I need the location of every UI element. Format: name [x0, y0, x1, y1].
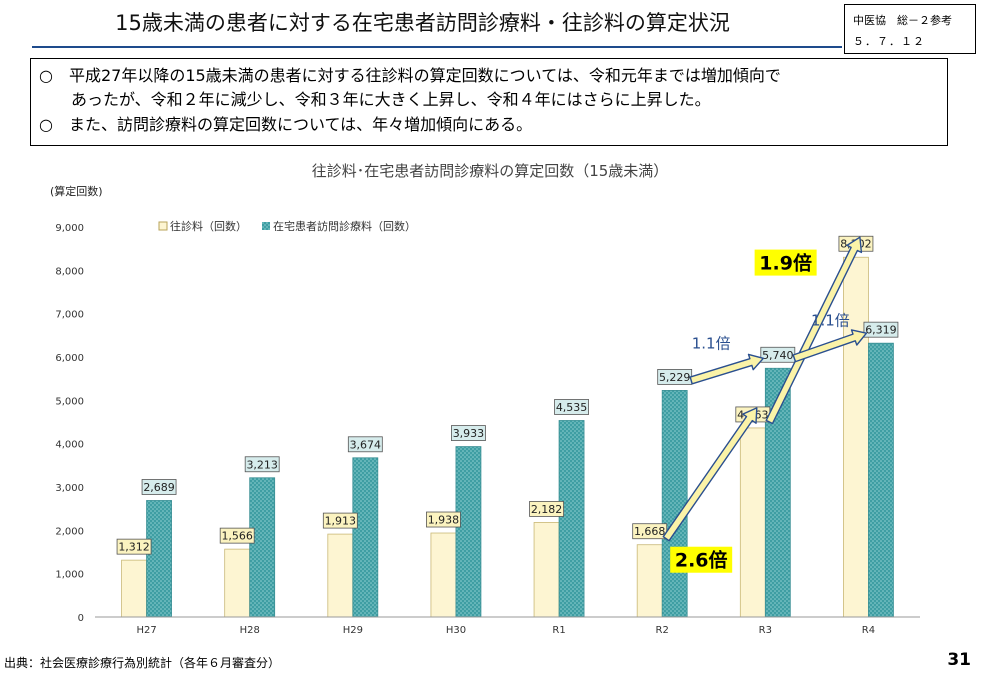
bar-houmon — [868, 342, 894, 618]
ratio-arrow — [662, 407, 758, 542]
legend-label-1: 往診料（回数） — [170, 219, 247, 233]
x-tick-label: H27 — [136, 625, 156, 636]
bar-ohshin — [843, 256, 869, 618]
y-tick-label: 4,000 — [55, 440, 84, 451]
y-tick-label: 9,000 — [55, 223, 84, 234]
bar-houmon — [146, 500, 172, 618]
ratio-arrow — [792, 329, 868, 363]
bars — [121, 256, 894, 618]
data-label-box — [529, 501, 564, 517]
summary-bullet-2: ○ また、訪問診療料の算定回数については、年々増加傾向にある。 — [39, 115, 533, 134]
data-label: 1,566 — [221, 530, 253, 543]
bar-ohshin — [224, 548, 251, 618]
x-tick-label: H29 — [343, 625, 363, 636]
data-label-box — [554, 399, 589, 415]
page-number: 31 — [947, 650, 971, 670]
y-tick-label: 3,000 — [55, 483, 84, 494]
data-label: 3,674 — [350, 438, 382, 451]
ratio-arrow — [689, 353, 764, 385]
data-label-box — [426, 511, 461, 528]
bar-houmon — [558, 420, 585, 618]
data-label: 2,689 — [143, 481, 175, 494]
bar-houmon — [455, 446, 482, 618]
x-tick-label: R4 — [862, 625, 875, 636]
y-axis-label: (算定回数) — [50, 184, 103, 198]
legend-label-2: 在宅患者訪問診療料（回数） — [273, 219, 416, 233]
reference-date: ５．７．１２ — [853, 35, 925, 48]
x-tick-label: H28 — [240, 625, 260, 636]
ratio-label: 1.1倍 — [692, 334, 731, 352]
data-label: 5,229 — [659, 371, 691, 384]
bar-houmon — [352, 457, 379, 618]
data-label-box — [451, 425, 486, 441]
data-label: 3,213 — [246, 458, 278, 471]
title-divider — [32, 46, 842, 48]
summary-box: ○ 平成27年以降の15歳未満の患者に対する往診料の算定回数については、令和元年… — [30, 58, 948, 146]
bar-houmon — [661, 390, 688, 618]
data-label: 1,913 — [325, 515, 357, 528]
summary-bullet-1-line-2: あったが、令和２年に減少し、令和３年に大きく上昇し、令和４年にはさらに上昇した。 — [71, 90, 711, 109]
bar-ohshin — [327, 533, 354, 618]
data-label-box — [244, 456, 280, 473]
data-label: 4,535 — [556, 401, 588, 414]
data-label-box — [322, 512, 358, 529]
data-label-box — [141, 479, 177, 495]
bar-ohshin — [430, 532, 457, 618]
x-tick-label: R2 — [656, 625, 669, 636]
data-label: 6,319 — [865, 324, 897, 337]
legend-swatch-1 — [158, 221, 168, 231]
bar-ohshin — [636, 544, 663, 618]
bar-ohshin — [121, 559, 147, 618]
ratio-arrow — [765, 236, 863, 425]
y-tick-label: 1,000 — [55, 570, 84, 581]
ratio-highlight — [670, 546, 733, 573]
x-tick-label: R1 — [552, 625, 565, 636]
y-tick-label: 5,000 — [55, 396, 84, 407]
ratio-arrows: 2.6倍 1.9倍 1.1倍 1.1倍 — [662, 236, 868, 573]
ratio-label: 1.9倍 — [759, 252, 812, 275]
x-tick-label: H30 — [446, 625, 466, 636]
bar-ohshin — [739, 427, 766, 618]
data-label: 5,740 — [762, 349, 794, 362]
legend-swatch-2 — [262, 222, 270, 230]
data-label-box — [219, 527, 255, 544]
reference-committee-label: 中医協 総－２参考 — [853, 14, 952, 27]
legend: 往診料（回数） 在宅患者訪問診療料（回数） — [158, 219, 416, 233]
ratio-label: 2.6倍 — [675, 549, 728, 572]
data-label: 1,312 — [118, 541, 150, 554]
data-label: 1,938 — [428, 514, 460, 527]
y-tick-label: 6,000 — [55, 353, 84, 364]
source-note: 出典：社会医療診療行為別統計（各年６月審査分） — [4, 656, 281, 670]
ratio-highlight — [754, 249, 817, 276]
chart-title: 往診料･在宅患者訪問診療料の算定回数（15歳未満） — [312, 162, 669, 180]
y-tick-label: 2,000 — [55, 526, 84, 537]
reference-box: 中医協 総－２参考 ５．７．１２ — [844, 4, 976, 54]
x-tick-label: R3 — [759, 625, 772, 636]
data-label: 1,668 — [634, 525, 666, 538]
data-label-box — [116, 538, 152, 555]
page-title: 15歳未満の患者に対する在宅患者訪問診療料・往診料の算定状況 — [115, 11, 730, 35]
y-axis: 0 1,000 2,000 3,000 4,000 5,000 6,000 7,000 8,00… — [55, 223, 84, 624]
data-label: 2,182 — [531, 503, 563, 516]
data-label-box — [347, 436, 383, 453]
y-tick-label: 0 — [78, 613, 84, 624]
summary-bullet-1-line-1: ○ 平成27年以降の15歳未満の患者に対する往診料の算定回数については、令和元年… — [39, 66, 781, 85]
y-tick-label: 8,000 — [55, 266, 84, 277]
bar-houmon — [249, 477, 276, 618]
data-label-box — [863, 321, 899, 338]
ratio-label: 1.1倍 — [811, 312, 850, 330]
y-tick-label: 7,000 — [55, 310, 84, 321]
data-label: 3,933 — [453, 427, 485, 440]
x-axis: H27 H28 H29 H30 R1 R2 R3 R4 — [95, 616, 920, 636]
bar-chart: 往診料･在宅患者訪問診療料の算定回数（15歳未満） (算定回数) 往診料（回数）… — [50, 162, 920, 636]
bar-ohshin — [533, 522, 560, 618]
